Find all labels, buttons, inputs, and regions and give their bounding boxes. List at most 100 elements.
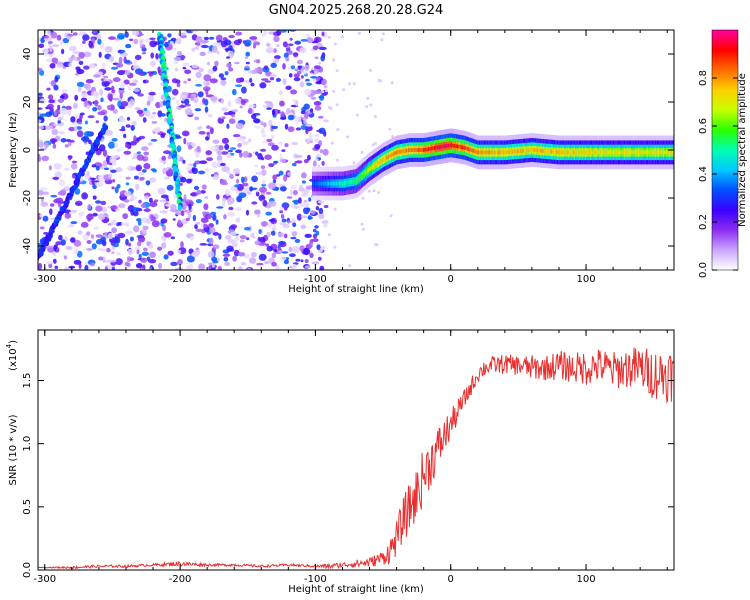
noise-speckle	[103, 75, 109, 79]
noise-speckle	[95, 34, 102, 39]
noise-speckle	[112, 108, 118, 114]
noise-speckle	[232, 88, 237, 96]
noise-speckle	[259, 82, 267, 89]
ridge-cell	[388, 154, 391, 159]
ridge-cell	[377, 160, 381, 165]
noise-speckle	[167, 168, 174, 175]
noise-speckle	[122, 213, 129, 220]
noise-speckle	[177, 219, 182, 225]
noise-speckle	[318, 256, 322, 261]
noise-speckle	[38, 189, 44, 196]
noise-speckle	[272, 179, 277, 184]
noise-speckle	[324, 89, 328, 93]
noise-speckle	[157, 187, 166, 195]
noise-speckle	[79, 112, 85, 116]
ridge-cell	[637, 150, 640, 155]
noise-speckle	[224, 261, 231, 267]
noise-speckle	[314, 56, 319, 60]
ridge-cell	[507, 150, 510, 154]
noise-speckle	[290, 65, 295, 70]
noise-speckle	[303, 118, 307, 125]
noise-speckle	[244, 56, 248, 60]
noise-speckle	[216, 50, 220, 55]
noise-speckle	[141, 52, 147, 55]
noise-speckle	[232, 168, 241, 175]
noise-speckle	[245, 209, 250, 216]
noise-speckle	[264, 260, 269, 265]
noise-speckle	[40, 37, 46, 44]
noise-speckle	[309, 132, 313, 139]
noise-speckle	[312, 45, 319, 51]
ridge-cell	[336, 181, 339, 186]
noise-speckle	[144, 38, 151, 43]
noise-speckle	[310, 96, 317, 100]
ridge-cell	[410, 148, 413, 152]
noise-speckle	[95, 165, 100, 171]
ridge-cell	[418, 148, 421, 152]
noise-speckle	[314, 225, 319, 229]
noise-speckle	[126, 116, 131, 121]
ridge-cell	[535, 148, 538, 153]
noise-speckle	[250, 232, 255, 238]
noise-speckle	[54, 76, 59, 83]
noise-speckle	[250, 187, 258, 191]
colorbar-tick-label: 0.2	[698, 214, 709, 230]
noise-speckle	[103, 81, 110, 86]
ridge-cell	[564, 150, 567, 155]
noise-speckle	[290, 185, 297, 190]
noise-speckle	[175, 37, 182, 45]
noise-speckle	[195, 199, 202, 204]
svg-text:(x104): (x104)	[5, 340, 19, 371]
noise-speckle	[268, 219, 275, 222]
noise-speckle	[131, 207, 140, 211]
ridge-cell	[622, 150, 625, 155]
noise-speckle	[114, 38, 120, 41]
ridge-cell	[415, 148, 418, 152]
noise-speckle	[137, 235, 146, 243]
noise-speckle	[281, 202, 290, 209]
noise-speckle	[175, 136, 182, 139]
ridge-cell	[468, 147, 471, 151]
noise-speckle	[260, 121, 264, 126]
noise-speckle	[111, 227, 117, 234]
colorbar-ramp	[711, 29, 739, 271]
noise-speckle	[88, 63, 96, 69]
noise-speckle	[155, 53, 159, 60]
noise-speckle	[312, 228, 317, 233]
noise-speckle	[143, 151, 149, 156]
colorbar-tick-label: 0.0	[698, 262, 709, 278]
ridge-cell	[476, 150, 479, 154]
noise-speckle	[296, 213, 302, 221]
noise-speckle	[102, 149, 108, 157]
noise-speckle	[129, 236, 134, 242]
noise-speckle	[227, 239, 236, 244]
ridge-cell	[658, 150, 661, 155]
noise-speckle	[116, 62, 124, 68]
noise-speckle	[232, 242, 238, 248]
ridge-cell	[494, 150, 497, 155]
noise-speckle	[352, 82, 356, 86]
noise-speckle	[261, 183, 267, 187]
noise-speckle	[142, 117, 147, 123]
noise-speckle	[318, 46, 327, 51]
noise-speckle	[254, 67, 258, 74]
noise-speckle	[163, 150, 171, 155]
noise-speckle	[220, 182, 229, 186]
ridge-cell	[653, 150, 656, 155]
ridge-cell	[670, 150, 673, 155]
noise-speckle	[307, 215, 312, 220]
noise-speckle	[67, 33, 74, 37]
noise-speckle	[227, 212, 236, 217]
noise-speckle	[194, 108, 202, 112]
ridge-cell	[443, 144, 446, 149]
noise-speckle	[226, 62, 232, 68]
colorbar-tick-label: 0.6	[698, 118, 709, 134]
ridge-cell	[420, 148, 423, 152]
noise-speckle	[125, 43, 132, 49]
noise-speckle	[280, 111, 285, 118]
noise-speckle	[194, 151, 200, 158]
ridge-cell	[440, 145, 443, 149]
ridge-cell	[425, 147, 428, 152]
ridge-cell	[421, 148, 424, 152]
noise-speckle	[110, 219, 117, 226]
